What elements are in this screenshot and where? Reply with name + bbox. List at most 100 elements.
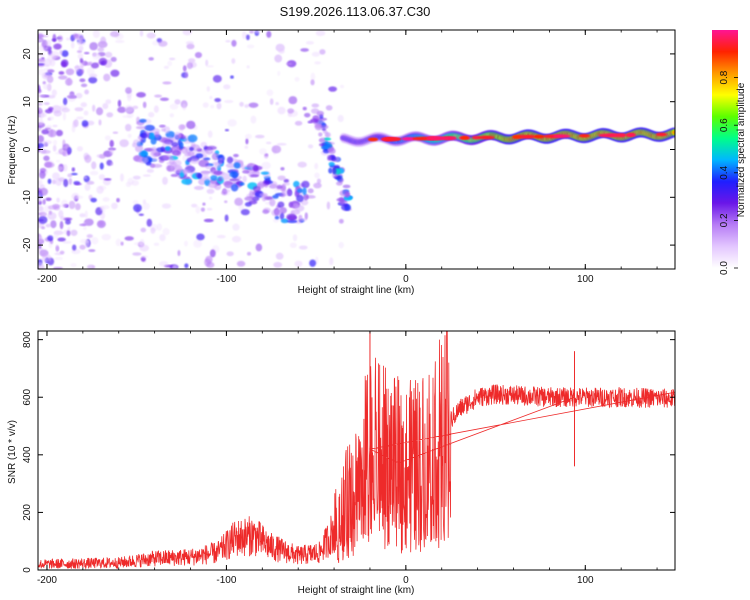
spectral-cell (79, 58, 84, 64)
spectral-cell (302, 106, 307, 111)
spectral-cell (95, 54, 101, 59)
spectral-cell (90, 197, 97, 203)
spectral-cell (252, 164, 259, 172)
spectral-cell (38, 33, 44, 39)
spectral-cell (553, 134, 571, 138)
spectral-cell (248, 200, 258, 205)
spectral-cell (242, 175, 247, 183)
spectral-cell (274, 208, 282, 216)
spectral-cell (119, 139, 129, 148)
spectral-cell (132, 200, 139, 205)
spectral-cell (214, 97, 222, 103)
spectral-cell (53, 230, 59, 239)
spectral-cell (244, 196, 255, 201)
spectral-cell (146, 168, 155, 173)
spectral-cell (83, 110, 89, 116)
spectral-cell (313, 182, 322, 189)
spectral-cell (246, 34, 250, 41)
spectral-cell (47, 235, 54, 242)
spectral-cell (194, 51, 203, 59)
spectral-cell (132, 175, 141, 180)
spectral-cell (233, 153, 239, 158)
spectral-cell (48, 106, 54, 111)
spectral-cell (240, 209, 250, 216)
spectral-cell (262, 180, 271, 186)
spectral-cell (252, 185, 261, 193)
spectral-cell (512, 135, 522, 139)
spectral-cell (338, 196, 345, 203)
spectral-cell (88, 61, 93, 65)
spectral-cell (75, 92, 83, 99)
spectral-cell (55, 129, 63, 137)
spectral-cell (225, 39, 231, 43)
spectral-cell (248, 102, 259, 108)
spectral-cell (234, 197, 244, 206)
spectral-cell (203, 176, 211, 181)
spectral-cell (471, 135, 482, 140)
spectral-cell (319, 49, 326, 55)
spectral-cell (205, 147, 213, 155)
spectral-cell (41, 129, 49, 135)
spectral-cell (38, 118, 44, 126)
spectral-cell (246, 65, 250, 69)
spectral-cell (193, 239, 203, 248)
spectral-cell (99, 162, 104, 170)
spectral-cell (42, 254, 52, 263)
spectral-cell (42, 112, 47, 118)
spectral-cell (103, 73, 111, 82)
spectral-cell (239, 101, 244, 107)
spectral-cell (250, 115, 257, 124)
spectral-cell (326, 201, 331, 210)
spectral-cell (67, 77, 71, 86)
spectral-cell (68, 177, 73, 185)
spectral-cell (301, 180, 310, 189)
spectral-cell (83, 51, 90, 55)
spectral-cell (335, 181, 343, 186)
spectral-cell (62, 112, 67, 121)
spectral-cell (272, 218, 280, 223)
spectral-cell (184, 152, 192, 157)
spectral-cell (277, 201, 285, 208)
spectral-cell (289, 242, 297, 249)
spectral-cell (41, 149, 51, 154)
spectral-cell (280, 218, 289, 224)
spectral-cell (71, 192, 80, 201)
spectral-cell (159, 97, 170, 101)
spectral-cell (57, 35, 63, 43)
spectral-cell (84, 210, 88, 219)
spectral-cell (224, 200, 228, 204)
spectral-cell (124, 123, 132, 132)
spectral-cell (445, 136, 457, 140)
x-tick-label: 0 (403, 575, 409, 586)
spectral-cell (92, 104, 96, 112)
spectral-cell (303, 193, 309, 201)
spectral-cell (76, 34, 81, 39)
spectral-cell (53, 139, 58, 146)
spectral-cell (206, 65, 214, 68)
spectral-cell (186, 157, 192, 163)
spectral-cell (38, 94, 46, 98)
spectral-cell (524, 134, 535, 139)
spectral-cell (65, 68, 75, 76)
spectral-cell (315, 30, 326, 37)
spectral-cell (39, 170, 46, 179)
spectral-cell (307, 188, 314, 194)
spectral-cell (38, 89, 42, 94)
spectral-cell (202, 202, 206, 206)
spectral-cell (337, 201, 345, 206)
spectral-cell (277, 106, 286, 115)
spectral-cell (72, 244, 77, 251)
spectral-cell (231, 39, 237, 47)
spectral-cell (56, 197, 60, 203)
spectral-cell (193, 185, 205, 190)
spectral-cell (50, 220, 57, 229)
spectral-cell (162, 176, 168, 185)
spectral-cell (286, 219, 298, 224)
spectral-cell (460, 136, 469, 140)
spectral-cell (300, 48, 309, 52)
spectral-cell (38, 135, 45, 143)
spectral-cell (163, 126, 171, 134)
snr-y-label: SNR (10 * v/v) (7, 420, 18, 484)
spectral-cell (139, 244, 150, 252)
spectral-cell (266, 89, 274, 97)
